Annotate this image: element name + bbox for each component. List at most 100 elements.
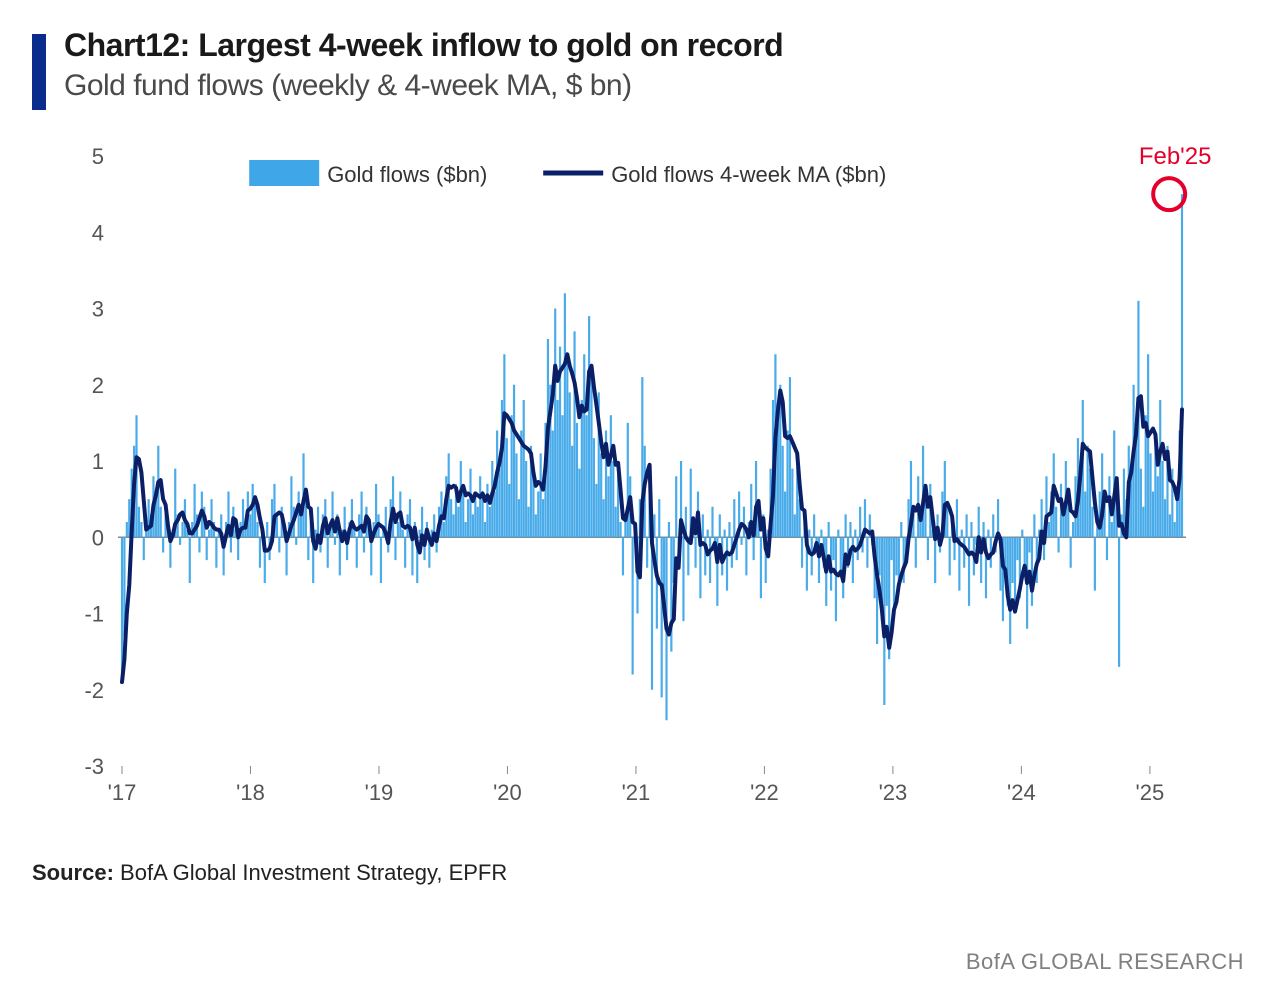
bar — [961, 530, 963, 538]
bar — [244, 530, 246, 538]
callout-label: Feb'25 — [1139, 146, 1212, 170]
bar — [557, 400, 559, 537]
bar — [506, 438, 508, 537]
bar — [1070, 537, 1072, 568]
y-tick-label: -1 — [84, 602, 104, 627]
bar — [181, 522, 183, 537]
bar — [307, 537, 309, 560]
bar — [583, 354, 585, 537]
bar — [845, 514, 847, 537]
x-tick-label: '18 — [236, 780, 265, 805]
y-tick-label: 1 — [92, 449, 104, 474]
bar — [143, 537, 145, 560]
bar — [477, 507, 479, 538]
bar — [1140, 469, 1142, 538]
bar — [743, 507, 745, 538]
bar — [1084, 492, 1086, 538]
bar — [1181, 194, 1183, 537]
bar — [564, 293, 566, 537]
bar — [970, 522, 972, 537]
bar — [148, 499, 150, 537]
bar — [593, 438, 595, 537]
bar — [535, 514, 537, 537]
bar — [515, 453, 517, 537]
bar — [571, 446, 573, 538]
bar — [160, 507, 162, 538]
bar — [404, 537, 406, 568]
title-accent-bar — [32, 34, 46, 110]
bar — [946, 507, 948, 538]
bar — [801, 537, 803, 568]
bar — [835, 537, 837, 621]
bar — [920, 522, 922, 537]
bar — [992, 514, 994, 537]
bar — [489, 507, 491, 538]
bar — [832, 537, 834, 560]
bar — [513, 385, 515, 538]
bar — [138, 507, 140, 538]
bar — [968, 537, 970, 606]
y-tick-label: -2 — [84, 678, 104, 703]
bar — [661, 537, 663, 697]
bar — [740, 537, 742, 545]
chart-container: -3-2-1012345'17'18'19'20'21'22'23'24'25G… — [32, 146, 1252, 826]
bar — [711, 507, 713, 538]
bar — [1162, 461, 1164, 537]
x-tick-label: '20 — [493, 780, 522, 805]
bar — [1169, 514, 1171, 537]
bar — [452, 514, 454, 537]
bar — [612, 461, 614, 537]
bar — [1157, 476, 1159, 537]
bar — [1106, 537, 1108, 560]
bar — [808, 530, 810, 538]
bar — [300, 514, 302, 537]
bar — [728, 522, 730, 537]
bar — [1091, 507, 1093, 538]
bar — [1087, 446, 1089, 538]
legend-label: Gold flows ($bn) — [327, 162, 487, 187]
bar — [1174, 522, 1176, 537]
x-tick-label: '17 — [108, 780, 137, 805]
source-label: Source: — [32, 860, 114, 885]
bar — [206, 537, 208, 560]
y-tick-label: 3 — [92, 297, 104, 322]
bar — [394, 537, 396, 560]
bar — [198, 537, 200, 552]
x-tick-label: '21 — [622, 780, 651, 805]
bar — [189, 537, 191, 583]
bar — [484, 522, 486, 537]
bar — [682, 537, 684, 621]
bar — [230, 537, 232, 552]
callout-circle-icon — [1153, 178, 1185, 210]
bar — [278, 537, 280, 552]
bar — [675, 476, 677, 537]
y-tick-label: 5 — [92, 146, 104, 169]
bar — [462, 492, 464, 538]
bar — [707, 530, 709, 538]
bar — [784, 492, 786, 538]
bar — [1012, 537, 1014, 583]
source-text: BofA Global Investment Strategy, EPFR — [120, 860, 507, 885]
bar — [1147, 354, 1149, 537]
bar — [1062, 514, 1064, 537]
bar — [600, 453, 602, 537]
bar — [494, 492, 496, 538]
bar — [237, 537, 239, 560]
chart-subtitle: Gold fund flows (weekly & 4-week MA, $ b… — [64, 69, 783, 103]
bar — [615, 507, 617, 538]
bar — [619, 522, 621, 537]
bar — [956, 499, 958, 537]
bar — [126, 522, 128, 537]
bar — [411, 537, 413, 575]
bar — [242, 499, 244, 537]
title-block: Chart12: Largest 4-week inflow to gold o… — [64, 28, 783, 103]
bar — [573, 331, 575, 537]
bar — [215, 537, 217, 568]
bar — [859, 507, 861, 538]
bar — [465, 522, 467, 537]
bar — [525, 461, 527, 537]
bar — [753, 537, 755, 560]
x-tick-label: '22 — [750, 780, 779, 805]
bar — [527, 507, 529, 538]
bar — [1164, 499, 1166, 537]
